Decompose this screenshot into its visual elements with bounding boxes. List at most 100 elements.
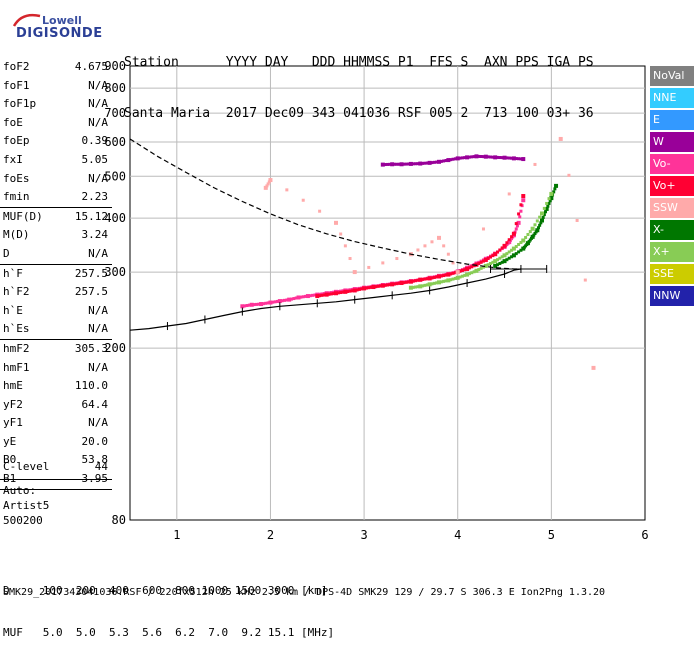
trace-point <box>496 155 500 159</box>
trace-point <box>517 250 521 254</box>
trace-point <box>458 156 462 160</box>
footer-info: SMK29_2017343041036.RSF / 220fx512h 25 k… <box>3 587 606 598</box>
trace-point <box>421 161 425 165</box>
y-tick-label: 400 <box>104 211 126 225</box>
data-point <box>324 292 329 297</box>
trace-point <box>519 240 523 244</box>
trace-point <box>517 157 521 161</box>
trace-point <box>517 243 521 247</box>
data-point <box>535 228 540 233</box>
data-point <box>521 238 526 243</box>
trace-point <box>355 288 359 292</box>
trace-point <box>518 215 522 219</box>
topside-profile <box>129 138 521 270</box>
trace-point <box>463 268 467 272</box>
data-point <box>287 297 292 302</box>
x-tick-label: 2 <box>267 528 274 542</box>
muf-row: MUF 5.0 5.0 5.3 5.6 6.2 7.0 9.2 15.1 [MH… <box>3 626 335 639</box>
trace-point <box>460 269 464 273</box>
data-point <box>418 161 423 166</box>
legend-item: NNE <box>650 88 694 108</box>
data-point <box>530 226 535 231</box>
trace-point <box>442 159 446 163</box>
data-point <box>493 263 498 268</box>
param-row: foEp 0.39 <box>0 132 112 151</box>
trace-point <box>444 159 448 163</box>
data-point <box>591 365 596 370</box>
trace-point <box>519 203 523 207</box>
param-value: N/A <box>88 360 108 374</box>
trace-point <box>435 281 439 285</box>
param-row: yF1 N/A <box>0 414 112 433</box>
data-point <box>474 268 479 273</box>
trace-point <box>449 272 453 276</box>
trace-point <box>535 219 539 223</box>
data-point <box>549 196 554 201</box>
param-row: D N/A <box>0 245 112 264</box>
trace-point <box>397 281 401 285</box>
data-point <box>493 259 498 264</box>
trace-point <box>567 173 571 177</box>
data-point <box>502 243 507 248</box>
param-label: hmF2 <box>3 341 30 355</box>
data-point <box>437 159 441 164</box>
trace-point <box>411 285 415 289</box>
trace-point <box>552 190 556 194</box>
trace-point <box>548 199 552 203</box>
y-tick-label: 800 <box>104 81 126 95</box>
trace-point <box>421 284 425 288</box>
trace-point <box>553 187 557 191</box>
trace-point <box>538 223 542 227</box>
trace-point <box>510 237 514 241</box>
param-label: foE <box>3 115 23 129</box>
logo-top-text: Lowell <box>42 14 82 27</box>
trace-point <box>500 260 504 264</box>
trace-point <box>393 162 397 166</box>
data-point <box>263 185 268 190</box>
data-point <box>507 240 512 245</box>
trace-point <box>498 262 502 266</box>
trace-point <box>318 294 322 298</box>
data-point <box>259 302 264 307</box>
trace-point <box>383 283 387 287</box>
trace-point <box>430 276 434 280</box>
trace-point <box>472 264 476 268</box>
trace-point <box>332 292 336 296</box>
param-value: 3.24 <box>81 228 109 242</box>
data-point <box>408 161 413 166</box>
trace-point <box>546 204 550 208</box>
trace-point <box>510 248 514 252</box>
trace-point <box>430 282 434 286</box>
trace-point <box>414 279 418 283</box>
trace-point <box>444 279 448 283</box>
trace-point <box>439 280 443 284</box>
data-point <box>516 220 521 225</box>
data-point <box>334 291 338 296</box>
trace-point <box>479 155 483 159</box>
trace-point <box>395 257 399 261</box>
trace-point <box>416 285 420 289</box>
data-point <box>483 154 488 159</box>
param-label: h`F2 <box>3 285 30 299</box>
param-value: N/A <box>88 115 108 129</box>
trace-point <box>257 302 261 306</box>
trace-point <box>425 283 429 287</box>
trace-point <box>472 270 476 274</box>
trace-point <box>477 268 481 272</box>
trace-point <box>510 235 514 239</box>
trace-point <box>329 292 333 296</box>
x-tick-label: 1 <box>173 528 180 542</box>
param-value: 0.39 <box>81 134 109 148</box>
trace-point <box>460 274 464 278</box>
trace-point <box>430 240 434 244</box>
trace-point <box>343 244 347 248</box>
logo-swoosh-icon <box>12 13 41 27</box>
trace-point <box>381 261 385 265</box>
trace-point <box>481 227 485 231</box>
trace-point <box>458 269 462 273</box>
ionogram-plot: 1 2 3 4 5 6 80 200 300 400 500 600 700 800 900 <box>104 59 648 542</box>
trace-point <box>322 293 326 297</box>
data-point <box>511 253 516 258</box>
data-point <box>427 282 432 287</box>
data-point <box>483 257 488 262</box>
